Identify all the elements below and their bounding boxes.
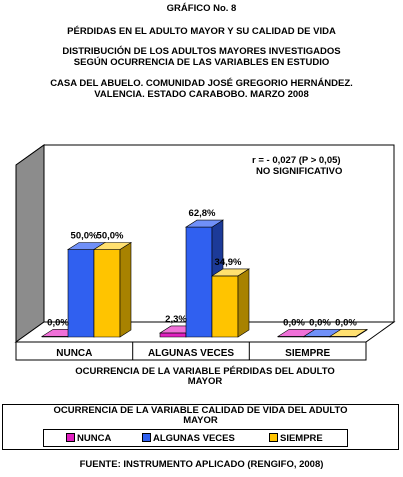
bar-front [211,275,239,338]
bar-top [328,329,369,337]
data-label: 62,8% [189,208,216,219]
category-label: SIEMPRE [285,348,330,359]
figure-label: GRÁFICO No. 8 [166,3,237,14]
bar-siempre-2 [210,268,251,338]
data-label: 0,0% [335,317,357,328]
data-label: 0,0% [283,317,305,328]
legend-swatch [269,433,278,442]
legend-item-nunca: NUNCA [66,433,111,444]
category-label: NUNCA [56,348,92,359]
correlation-annotation: r = - 0,027 (P > 0,05) [252,155,341,166]
legend-item-siempre: SIEMPRE [269,433,323,444]
chart-place-line2: VALENCIA. ESTADO CARABOBO. MARZO 2008 [94,89,309,100]
legend-title-line1: OCURRENCIA DE LA VARIABLE CALIDAD DE VID… [53,405,348,416]
bar-front [185,226,213,338]
legend: OCURRENCIA DE LA VARIABLE CALIDAD DE VID… [2,404,399,450]
bar-chart: 0,0% 50,0% 50,0% 2,3% 62,8% 34,9% 0,0% 0,0% 0,0%… [14,144,396,387]
data-label: 2,3% [165,314,187,325]
category-label: ALGUNAS VECES [148,348,234,359]
legend-items: NUNCA ALGUNAS VECES SIEMPRE [43,429,348,447]
legend-item-algunas-veces: ALGUNAS VECES [142,433,235,444]
data-label: 0,0% [309,317,331,328]
legend-label: ALGUNAS VECES [153,433,235,444]
data-label: 50,0% [97,231,124,242]
chart-place-line1: CASA DEL ABUELO. COMUNIDAD JOSÉ GREGORIO… [50,78,353,89]
bar-side [119,241,132,338]
chart-subtitle-line2: SEGÚN OCURRENCIA DE LAS VARIABLES EN EST… [73,57,330,68]
category-axis-box [15,341,367,361]
chart-subtitle-line1: DISTRIBUCIÓN DE LOS ADULTOS MAYORES INVE… [62,46,341,57]
legend-title: OCURRENCIA DE LA VARIABLE CALIDAD DE VID… [3,406,398,426]
chart-side-wall [15,144,45,343]
legend-title-line2: MAYOR [183,415,218,426]
bar-top [184,219,225,228]
bar-siempre-3 [328,328,369,338]
x-axis-label-line1: OCURRENCIA DE LA VARIABLE PÉRDIDAS DEL A… [75,366,335,377]
x-axis-label-line2: MAYOR [188,376,223,387]
bar-top [92,242,133,250]
legend-swatch [142,433,151,442]
bar-siempre-1 [92,241,133,338]
significance-annotation: NO SIGNIFICATIVO [256,166,342,177]
chart-title: PÉRDIDAS EN EL ADULTO MAYOR Y SU CALIDAD… [67,26,336,37]
data-label: 34,9% [215,257,242,268]
legend-swatch [66,433,75,442]
data-label: 0,0% [47,317,69,328]
legend-label: NUNCA [77,433,112,444]
source-footer: FUENTE: INSTRUMENTO APLICADO (RENGIFO, 2… [79,459,324,470]
bar-front [67,249,95,338]
bar-front [159,332,187,338]
bar-side [237,268,250,338]
bar-front [93,249,121,338]
bar-top [210,268,251,277]
legend-label: SIEMPRE [280,433,323,444]
data-label: 50,0% [71,231,98,242]
